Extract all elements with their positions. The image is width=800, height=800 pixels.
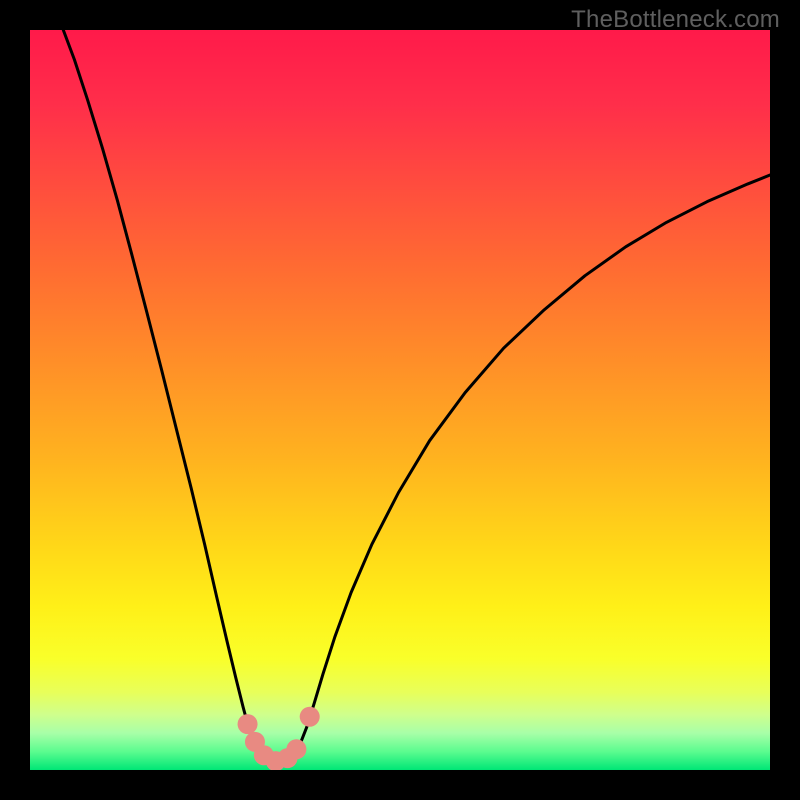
data-marker — [238, 714, 258, 734]
data-marker — [286, 739, 306, 759]
chart-svg — [30, 30, 770, 770]
data-marker — [300, 707, 320, 727]
chart-frame: TheBottleneck.com — [0, 0, 800, 800]
chart-background — [30, 30, 770, 770]
plot-area — [30, 30, 770, 770]
